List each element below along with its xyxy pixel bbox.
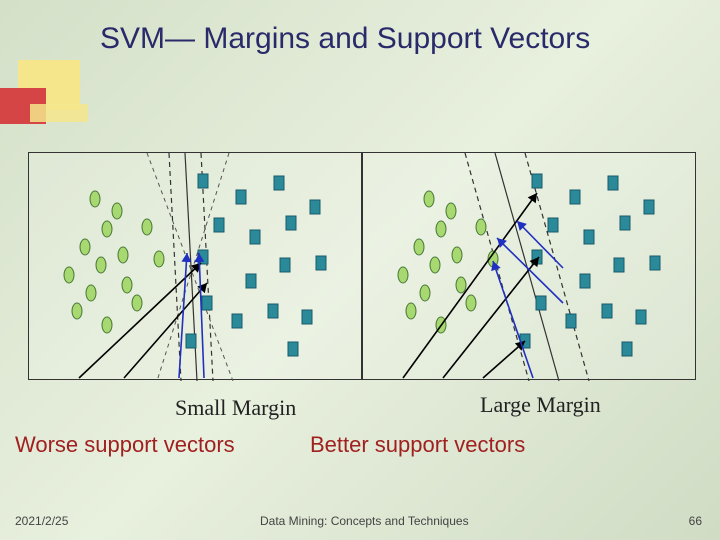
corner-accent <box>0 60 95 130</box>
caption-large-margin: Large Margin <box>480 392 601 418</box>
footer-source: Data Mining: Concepts and Techniques <box>260 514 469 528</box>
caption-better-sv: Better support vectors <box>310 432 525 458</box>
caption-small-margin: Small Margin <box>175 395 296 421</box>
left-panel <box>28 152 362 380</box>
caption-worse-sv: Worse support vectors <box>15 432 235 458</box>
right-panel <box>362 152 696 380</box>
footer-page: 66 <box>689 514 702 528</box>
diagram-container <box>28 152 692 380</box>
right-svg <box>363 153 695 381</box>
footer-date: 2021/2/25 <box>15 514 68 528</box>
slide-title: SVM— Margins and Support Vectors <box>100 22 590 56</box>
left-svg <box>29 153 361 381</box>
